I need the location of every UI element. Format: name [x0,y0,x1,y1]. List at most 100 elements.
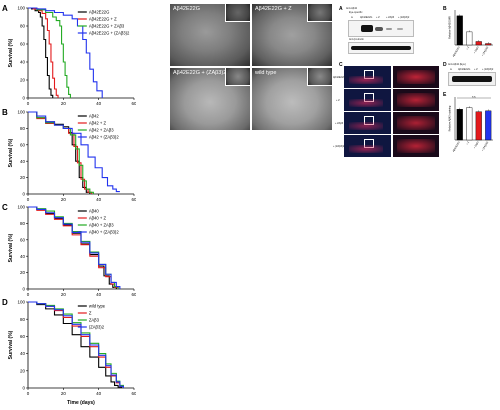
bar-category-label: + ZAβ3 [473,45,480,54]
micrograph-label: wild type [255,70,277,76]
y-axis-label: Survival (%) [8,330,14,359]
right-panel-label-c: C [339,62,343,68]
y-tick-label: 80 [20,126,26,131]
bar-category-label: + (ZAβ3)2 [481,140,489,151]
bar [485,110,492,141]
bar-category-label: + (ZAβ3)2 [481,45,489,56]
micrograph-grid: Aβ42E22G Aβ42E22G + Z Aβ42E22G + (ZAβ3)2… [170,4,332,130]
blot-band [351,46,411,50]
x-tick-label: 20 [61,391,67,396]
bar-category-label: Aβ42E22G [452,46,461,57]
series-line [28,111,120,193]
staining-signal [397,116,435,130]
y-tick-label: 100 [17,205,25,210]
staining-cell [344,66,391,88]
staining-zoom [393,89,439,111]
panel-label-d: D [2,298,8,307]
x-tick-label: 40 [96,197,102,202]
x-tick-label: 60 [131,197,136,202]
blot-a-tubulin-label: Anti-β-tubulin [349,38,364,41]
bar-chart-b: Relative Aβ42/GMR Aβ42E22G + Z + ZAβ3 + (ZAβ… [448,10,493,57]
blot-a-title: Anti-Aβ42 [346,7,358,10]
series-line [28,206,121,289]
y-tick-label: 20 [20,270,26,275]
staining-grid [344,66,439,158]
blot-a-membrane [348,20,414,37]
legend-label: (ZAβ3)2 [89,325,105,330]
micrograph-label: Aβ42E22G + Z [255,6,292,12]
x-tick-label: 0 [27,101,30,106]
bar [485,43,492,46]
bar [466,107,473,141]
micrograph-e22g-z: Aβ42E22G + Z [252,4,332,66]
series-line [28,7,103,98]
legend-label: Aβ42 + (ZAβ3)2 [89,135,120,140]
y-tick-label: 60 [20,142,26,147]
series-line [28,301,124,388]
staining-row-label: + Z [336,99,340,102]
staining-row-label: + (ZAβ3)2 [333,145,345,148]
panel-label-c: C [2,203,8,212]
y-tick-label: 100 [17,110,25,115]
y-tick-label: 20 [20,175,26,180]
y-tick-label: 80 [20,24,26,29]
legend-label: wild type [89,304,106,309]
right-panel-label-e: E [443,92,447,98]
micrograph-inset [307,68,332,86]
survival-chart-a: 0 20 40 60 80 100 0 20 40 60 Survival (%) Aβ42E22G A… [8,6,136,106]
blot-band [375,27,383,31]
micrograph-e22g: Aβ42E22G [170,4,250,66]
y-tick-label: 80 [20,317,26,322]
micrograph-wild-type: wild type [252,68,332,130]
bar-y-axis-label: Relative Aβ42/GMR [448,16,452,39]
significance-label: n.s. [472,96,476,99]
y-tick-label: 60 [20,42,26,47]
y-tick-label: 0 [22,192,25,197]
staining-cell [344,112,391,134]
staining-signal [397,93,435,107]
x-tick-label: 0 [27,197,30,202]
bar-category-label: + Z [466,141,471,146]
legend-label: Z [89,311,92,316]
blot-a-col-3: + Z [376,16,380,19]
bar [456,15,463,46]
survival-chart-d: 0 20 40 60 80 100 0 20 40 60 Survival (%) Time (day… [8,300,136,406]
legend-label: Aβ40 + (ZAβ3)2 [89,230,120,235]
right-panel-label-b: B [443,6,447,12]
x-tick-label: 20 [61,292,67,297]
blot-band [386,28,392,30]
blot-a-subtitle: Eye-specific [349,11,363,14]
series-line [28,111,91,194]
legend-label: Aβ42 + ZAβ3 [89,128,114,133]
y-tick-label: 60 [20,237,26,242]
y-axis-label: Survival (%) [8,38,14,67]
legend-label: Aβ42E22G + Z [89,17,117,22]
x-tick-label: 60 [131,292,136,297]
micrograph-label: Aβ42E22G [173,6,201,12]
y-axis-label: Survival (%) [8,233,14,262]
y-tick-label: 0 [22,96,25,101]
y-tick-label: 0 [22,287,25,292]
x-tick-label: 0 [27,391,30,396]
survival-chart-b: 0 20 40 60 80 100 0 20 40 60 Survival (%) Aβ42 Aβ42 … [8,110,136,202]
y-tick-label: 100 [17,6,25,11]
legend-label: ZAβ3 [89,318,100,323]
series-line [28,301,124,388]
staining-zoom [393,66,439,88]
bar-category-label: Aβ42E22G [452,141,461,152]
blot-d-col-1: w [450,68,452,71]
legend-label: Aβ42E22G [89,10,110,15]
x-tick-label: 60 [131,101,136,106]
micrograph-inset [225,4,250,22]
blot-d-membrane [448,72,496,86]
bar-category-label: + Z [466,46,471,51]
blot-d-col-3: + Z [474,68,478,71]
staining-signal [349,145,383,153]
staining-zoom [393,135,439,157]
series-line [28,301,124,388]
legend-label: Aβ42 [89,114,100,119]
staining-cell [344,89,391,111]
bar [475,111,482,141]
micrograph-label: Aβ42E22G + (ZAβ3)2 [173,70,227,76]
blot-band [361,25,373,32]
